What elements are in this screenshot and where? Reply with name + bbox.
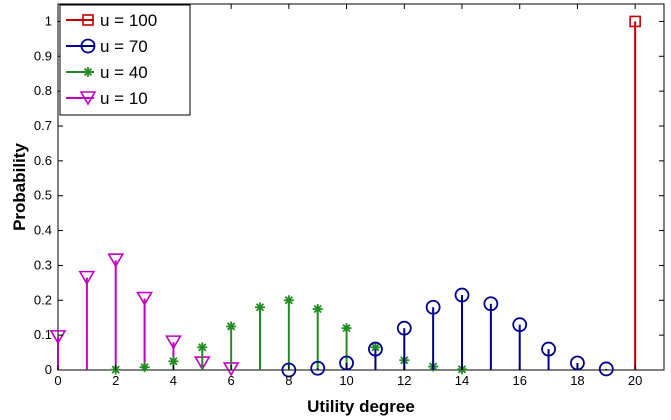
- y-tick-label: 0.4: [34, 223, 52, 238]
- series-circle: [281, 287, 614, 378]
- stem-marker: [139, 362, 150, 373]
- y-tick-label: 0.1: [34, 327, 52, 342]
- stem-marker: [512, 317, 528, 333]
- stem-marker: [197, 342, 208, 353]
- y-tick-label: 0.6: [34, 153, 52, 168]
- stem-marker: [49, 330, 67, 345]
- stem-marker: [283, 295, 294, 306]
- stem-marker: [454, 287, 470, 303]
- asterisk-stroke: [371, 343, 380, 352]
- stem-marker: [165, 335, 182, 350]
- legend: u = 100 u = 70 u = 40 u = 10: [59, 4, 191, 116]
- legend-label: u = 40: [100, 63, 148, 82]
- legend-box: [59, 4, 191, 116]
- legend-label: u = 70: [100, 37, 148, 56]
- legend-label: u = 10: [100, 89, 148, 108]
- ticks-layer: 0 2 4 6 8 10 12 14 16 18 20 0 0.1 0.2 0.3 0.4 0.5 0.6 0.7 0…: [34, 4, 664, 388]
- stem-marker: [396, 320, 412, 336]
- y-tick-label: 0.2: [34, 292, 52, 307]
- stem-marker: [226, 321, 237, 332]
- asterisk-stroke: [198, 343, 207, 352]
- legend-marker: [83, 67, 93, 77]
- y-tick-label: 0.5: [34, 188, 52, 203]
- asterisk-stroke: [83, 67, 93, 77]
- y-tick-label: 1: [45, 13, 52, 28]
- x-axis-title: Utility degree: [307, 397, 415, 416]
- x-tick-label: 4: [170, 373, 177, 388]
- y-tick-label: 0.7: [34, 118, 52, 133]
- stem-marker: [107, 253, 125, 268]
- legend-label: u = 100: [100, 11, 157, 30]
- series-square: [629, 15, 641, 370]
- x-tick-label: 12: [397, 373, 411, 388]
- stem-marker: [629, 15, 641, 28]
- asterisk-stroke: [169, 357, 178, 366]
- stem-marker: [598, 361, 614, 377]
- legend-marker: [82, 14, 94, 26]
- stem-marker: [168, 356, 179, 367]
- x-tick-label: 6: [228, 373, 235, 388]
- stem-marker: [136, 291, 153, 307]
- x-tick-label: 0: [54, 373, 61, 388]
- stem-marker: [310, 360, 326, 376]
- stem-marker: [312, 304, 323, 314]
- y-tick-label: 0.8: [34, 83, 52, 98]
- y-tick-label: 0: [45, 362, 52, 377]
- x-tick-label: 2: [112, 373, 119, 388]
- stem-marker: [541, 341, 556, 357]
- x-tick-label: 8: [285, 373, 292, 388]
- y-tick-label: 0.3: [34, 257, 52, 272]
- y-tick-label: 0.9: [34, 48, 52, 63]
- x-tick-label: 18: [570, 373, 584, 388]
- asterisk-stroke: [255, 303, 265, 312]
- x-tick-label: 16: [512, 373, 526, 388]
- legend-marker: [79, 91, 97, 106]
- stem-marker: [78, 270, 96, 286]
- asterisk-stroke: [140, 363, 149, 372]
- stem-marker: [341, 323, 352, 334]
- stem-marker: [368, 341, 383, 357]
- asterisk-stroke: [313, 304, 322, 314]
- asterisk-stroke: [227, 322, 236, 331]
- x-tick-label: 14: [455, 373, 469, 388]
- x-tick-label: 10: [339, 373, 353, 388]
- y-axis-title: Probability: [10, 143, 29, 231]
- x-tick-label: 20: [628, 373, 642, 388]
- stem-marker: [425, 299, 441, 315]
- legend-marker: [80, 38, 96, 54]
- stem-marker: [255, 302, 265, 313]
- stem-marker: [281, 362, 297, 378]
- asterisk-stroke: [342, 324, 351, 333]
- stem-marker: [483, 296, 499, 312]
- asterisk-stroke: [284, 296, 293, 305]
